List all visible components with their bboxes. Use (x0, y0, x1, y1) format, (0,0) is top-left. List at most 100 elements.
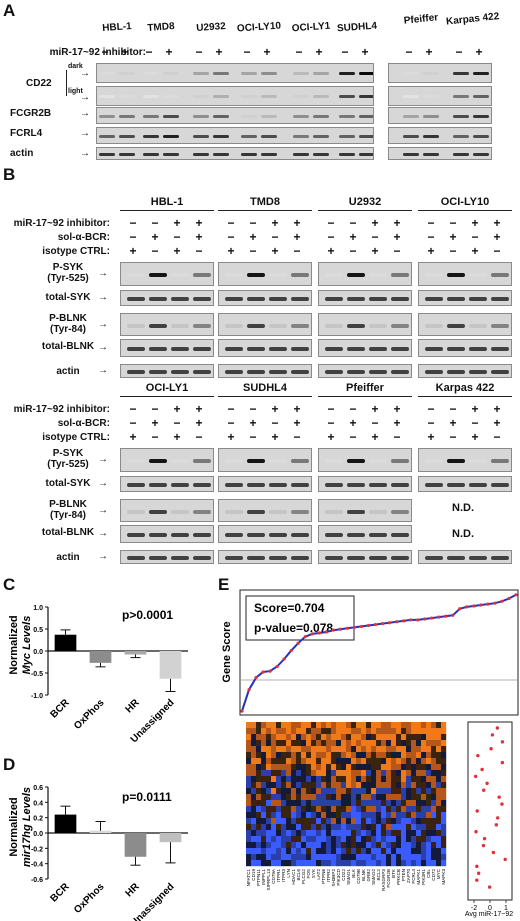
gene-label: BCL6 (296, 869, 301, 881)
gene-label: LYN (286, 869, 291, 878)
tick-label: -0.4 (31, 862, 43, 869)
panel-b-blot (418, 313, 512, 336)
panel-b-sign: + (493, 230, 501, 244)
panel-b-sign: + (293, 230, 301, 244)
tick-label: 0.2 (33, 816, 43, 823)
panel-b-blot (318, 339, 412, 357)
gene-score-point (317, 631, 321, 635)
panel-b-arrow-icon: → (98, 342, 108, 353)
panel-b-sign: − (427, 216, 435, 230)
panel-b-sign: − (349, 244, 357, 258)
gene-label: CD79A (271, 868, 276, 884)
panel-b-sign: − (293, 430, 301, 444)
gene-label: SH3BP2 (331, 869, 336, 887)
panel-a-blot (96, 147, 374, 160)
gene-score-point (458, 607, 462, 611)
panel-a-cell-line: U2932 (195, 20, 227, 35)
panel-c-ylabel-line1: Normalized (8, 615, 20, 674)
panel-b-sign: + (327, 430, 335, 444)
tick-label: 0.4 (33, 800, 43, 807)
panel-a-sign: + (361, 45, 369, 59)
gene-label: ZAP70 (406, 869, 411, 883)
panel-b-not-determined: N.D. (452, 502, 474, 514)
panel-b-sign: + (173, 216, 181, 230)
gene-label: MAPK3 (441, 869, 446, 885)
panel-a-cell-line: SUDHL4 (336, 20, 378, 35)
panel-b-blot (120, 290, 214, 306)
bar-oxphos (89, 651, 112, 663)
panel-b-arrow-icon: → (98, 528, 108, 539)
gene-label: SMAD1 (346, 869, 351, 885)
gene-score-point (359, 624, 364, 629)
panel-b-sign: − (349, 430, 357, 444)
side-scatter-point (495, 816, 500, 820)
panel-a-blot (96, 107, 374, 124)
panel-a-sign: + (215, 45, 223, 59)
panel-b-condition-label: isotype CTRL: (42, 432, 110, 443)
panel-b-sign: + (173, 430, 181, 444)
panel-b-blot (418, 339, 512, 357)
panel-b-sign: − (471, 416, 479, 430)
gene-score-point (394, 620, 399, 624)
gene-label: PIK3CD (336, 868, 341, 885)
panel-b-sign: − (129, 230, 137, 244)
panel-b-sign: + (427, 430, 435, 444)
panel-b-sign: − (227, 216, 235, 230)
gene-score-point (331, 628, 335, 632)
panel-b-arrow-icon: → (98, 292, 108, 303)
gene-label: PIK3R1 (421, 869, 426, 885)
panel-b-row-label: P-BLNK (49, 499, 87, 510)
panel-a-sign: + (165, 45, 173, 59)
panel-a-cell-line: Pfeiffer (403, 12, 439, 27)
panel-b-sign: + (271, 244, 279, 258)
panel-e-score: Score=0.704 (254, 601, 325, 615)
panel-b-sign: − (195, 430, 203, 444)
panel-b-blot (120, 525, 214, 543)
panel-b-arrow-icon: → (98, 365, 108, 376)
side-tick-label: 1 (504, 905, 508, 912)
panel-a-row-label: FCGR2B (10, 108, 52, 119)
panel-b-sign: + (493, 402, 501, 416)
panel-a-exposure-light: light (68, 88, 83, 95)
panel-a-sign: − (341, 45, 349, 59)
panel-a-sign: + (263, 45, 271, 59)
panel-b-sign: + (449, 416, 457, 430)
gene-label: GRB2 (366, 869, 371, 882)
panel-b-row-label: total-BLNK (41, 341, 95, 352)
gene-label: PRKCB (396, 869, 401, 885)
panel-b-sign: + (173, 244, 181, 258)
panel-a-blot (388, 147, 492, 160)
panel-b-sign: + (471, 244, 479, 258)
panel-a-exposure-dark: dark (68, 63, 83, 70)
panel-b-cell-line: TMD8 (218, 196, 312, 211)
gene-label: CD72 (431, 869, 436, 881)
panel-b-sign: + (493, 416, 501, 430)
panel-b-blot (318, 550, 412, 564)
panel-a-sign: + (475, 45, 483, 59)
panel-b-blot (120, 262, 214, 286)
panel-b-blot (120, 448, 214, 472)
panel-e-gene-score-plot: Gene Score Score=0.704 p-value=0.078 NFA… (221, 589, 519, 918)
panel-b-sign: − (249, 244, 257, 258)
panel-e-gene-labels: NFATC1 CD19 PTPN11 INPPL1 SIPRPL13 CD79A ITPR1… (246, 868, 446, 891)
tick-label: -1.0 (31, 693, 43, 700)
panel-b-sign: − (151, 244, 159, 258)
panel-a-label: A (3, 1, 16, 20)
panel-b-blot (120, 364, 214, 378)
gene-label: MYC (436, 868, 441, 879)
category-label: BCR (49, 697, 73, 721)
panel-b-sign: + (371, 216, 379, 230)
panel-b-row-label: total-SYK (45, 292, 91, 303)
panel-b-blot (218, 290, 312, 306)
panel-b-sign: − (227, 230, 235, 244)
panel-b-blot (218, 339, 312, 357)
panel-b-blot (218, 499, 312, 522)
panel-b-row-sublabel: (Tyr-525) (47, 273, 89, 284)
panel-b-sign: − (493, 244, 501, 258)
gene-label: BCL2 (376, 869, 381, 881)
panel-b-blot (218, 364, 312, 378)
panel-b-row-label: P-BLNK (49, 313, 87, 324)
panel-b-row-label: P-SYK (52, 262, 84, 273)
panel-a-row-label: FCRL4 (10, 128, 43, 139)
gene-score-point (261, 670, 265, 674)
